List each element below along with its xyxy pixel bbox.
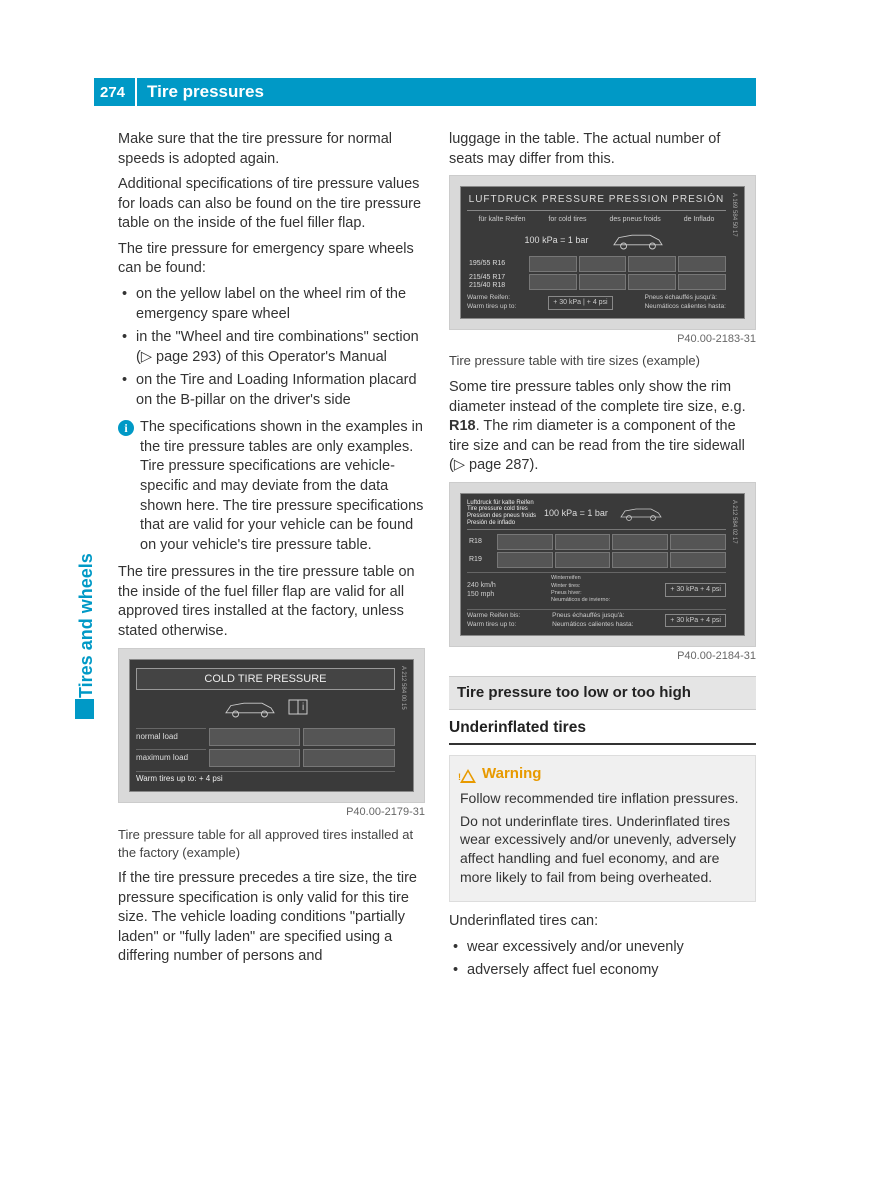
content-area: Make sure that the tire pressure for nor…: [118, 130, 756, 1080]
header-title: Tire pressures: [137, 82, 264, 102]
list-item: wear excessively and/or unevenly: [449, 938, 756, 958]
body-text: The tire pressures in the tire pressure …: [118, 563, 425, 641]
list-item: on the Tire and Loading Information plac…: [118, 371, 425, 410]
bullet-list: on the yellow label on the wheel rim of …: [118, 285, 425, 410]
body-text-bold: R18: [449, 418, 476, 434]
warning-text: Do not underinflate tires. Underinflated…: [460, 812, 745, 888]
page-number: 274: [94, 78, 137, 106]
body-text: Additional specifications of tire pressu…: [118, 175, 425, 234]
body-text: luggage in the table. The actual number …: [449, 130, 756, 169]
placard-footer-left: Warme Reifen bis: Warm tires up to:: [467, 612, 520, 630]
placard-box: + 30 kPa + 4 psi: [665, 583, 726, 596]
warning-title: Warning: [482, 764, 541, 784]
placard-tire-size: 195/55 R16: [467, 256, 527, 272]
placard-cell: [497, 534, 553, 550]
placard-cell: [678, 256, 726, 272]
placard-season: Winterreifen Winter tires: Pneus hiver: …: [551, 575, 610, 605]
placard-sub: für kalte Reifen: [478, 215, 525, 224]
placard-cell: [209, 728, 300, 746]
placard-row-label: maximum load: [136, 749, 206, 767]
placard-cell: [628, 274, 676, 290]
figure-caption: Tire pressure table with tire sizes (exa…: [449, 352, 756, 370]
list-item: on the yellow label on the wheel rim of …: [118, 285, 425, 324]
section-tab-marker: [75, 699, 94, 719]
page-header: 274 Tire pressures: [94, 78, 756, 106]
body-text: . The rim diameter is a component of the…: [449, 418, 745, 473]
info-note: i The specifications shown in the exampl…: [118, 418, 425, 555]
placard-cell: [612, 534, 668, 550]
placard-title: LUFTDRUCK PRESSURE PRESSION PRESIÓN: [467, 193, 726, 211]
book-icon: i: [286, 696, 310, 720]
body-text: The tire pressure for emergency spare wh…: [118, 240, 425, 279]
warning-box: ! Warning Follow recommended tire inflat…: [449, 755, 756, 902]
placard-cell: [555, 552, 611, 568]
placard-cell: [670, 552, 726, 568]
figure-code: P40.00-2184-31: [449, 649, 756, 664]
tire-placard-figure: Luftdruck für kalte Reifen Tire pressure…: [449, 482, 756, 648]
placard-title: COLD TIRE PRESSURE: [136, 668, 395, 691]
placard-footer-left: Warme Reifen: Warm tires up to:: [467, 294, 516, 312]
figure-caption: Tire pressure table for all approved tir…: [118, 826, 425, 861]
bullet-list: wear excessively and/or unevenly adverse…: [449, 938, 756, 981]
placard-cell: [209, 749, 300, 767]
placard-cell: [612, 552, 668, 568]
body-text: Some tire pressure tables only show the …: [449, 378, 756, 476]
placard-cell: [303, 728, 394, 746]
placard-footer-right: Pneus échauffés jusqu'à: Neumáticos cali…: [645, 294, 726, 312]
placard-speed: 240 km/h 150 mph: [467, 581, 496, 600]
placard-title-multi: Luftdruck für kalte Reifen Tire pressure…: [467, 500, 536, 526]
placard-cell: [529, 256, 577, 272]
placard-part-number: A 212 584 00 15: [399, 666, 407, 786]
placard-footer-right: Pneus échauffés jusqu'à: Neumáticos cali…: [552, 612, 633, 630]
right-column: luggage in the table. The actual number …: [449, 130, 756, 1080]
info-icon: i: [118, 420, 134, 436]
section-heading: Tire pressure too low or too high: [449, 676, 756, 710]
figure-code: P40.00-2183-31: [449, 332, 756, 347]
svg-text:i: i: [302, 702, 304, 713]
placard-sub: for cold tires: [548, 215, 586, 224]
placard-sub: des pneus froids: [609, 215, 660, 224]
car-icon: [608, 228, 668, 252]
placard-footer-box: + 30 kPa | + 4 psi: [548, 296, 612, 309]
placard-cell: [579, 256, 627, 272]
figure-code: P40.00-2179-31: [118, 805, 425, 820]
placard-rim-size: R19: [467, 552, 495, 568]
car-icon: [616, 501, 666, 525]
left-column: Make sure that the tire pressure for nor…: [118, 130, 425, 1080]
placard-unit: 100 kPa = 1 bar: [544, 507, 608, 519]
placard-cell: [579, 274, 627, 290]
list-item: in the "Wheel and tire combinations" sec…: [118, 328, 425, 367]
car-icon: [220, 696, 280, 720]
placard-cell: [555, 534, 611, 550]
placard-cell: [497, 552, 553, 568]
body-text: Underinflated tires can:: [449, 912, 756, 932]
placard-part-number: A 169 584 50 17: [730, 193, 738, 311]
info-text: The specifications shown in the examples…: [140, 419, 423, 552]
placard-cell: [303, 749, 394, 767]
placard-subtitles: für kalte Reifen for cold tires des pneu…: [467, 215, 726, 224]
section-tab-label: Tires and wheels: [76, 553, 97, 698]
tire-placard-figure: COLD TIRE PRESSURE i normal load m: [118, 648, 425, 804]
placard-cell: [678, 274, 726, 290]
tire-placard-figure: LUFTDRUCK PRESSURE PRESSION PRESIÓN für …: [449, 175, 756, 329]
placard-part-number: A 212 584 02 17: [730, 500, 738, 630]
body-text: If the tire pressure precedes a tire siz…: [118, 869, 425, 967]
placard-tire-size: 215/45 R17 215/40 R18: [467, 274, 527, 290]
placard-unit: 100 kPa = 1 bar: [525, 234, 589, 246]
subsection-heading: Underinflated tires: [449, 718, 756, 745]
placard-box: + 30 kPa + 4 psi: [665, 614, 726, 627]
body-text: Make sure that the tire pressure for nor…: [118, 130, 425, 169]
placard-rim-size: R18: [467, 534, 495, 550]
placard-row-label: normal load: [136, 728, 206, 746]
list-item: adversely affect fuel economy: [449, 961, 756, 981]
placard-sub: de Inflado: [684, 215, 715, 224]
placard-cell: [670, 534, 726, 550]
placard-footer: Warm tires up to: + 4 psi: [136, 771, 395, 785]
body-text: Some tire pressure tables only show the …: [449, 379, 746, 415]
placard-cell: [529, 274, 577, 290]
warning-triangle-icon: !: [460, 768, 476, 782]
warning-text: Follow recommended tire inflation pressu…: [460, 789, 745, 808]
placard-cell: [628, 256, 676, 272]
